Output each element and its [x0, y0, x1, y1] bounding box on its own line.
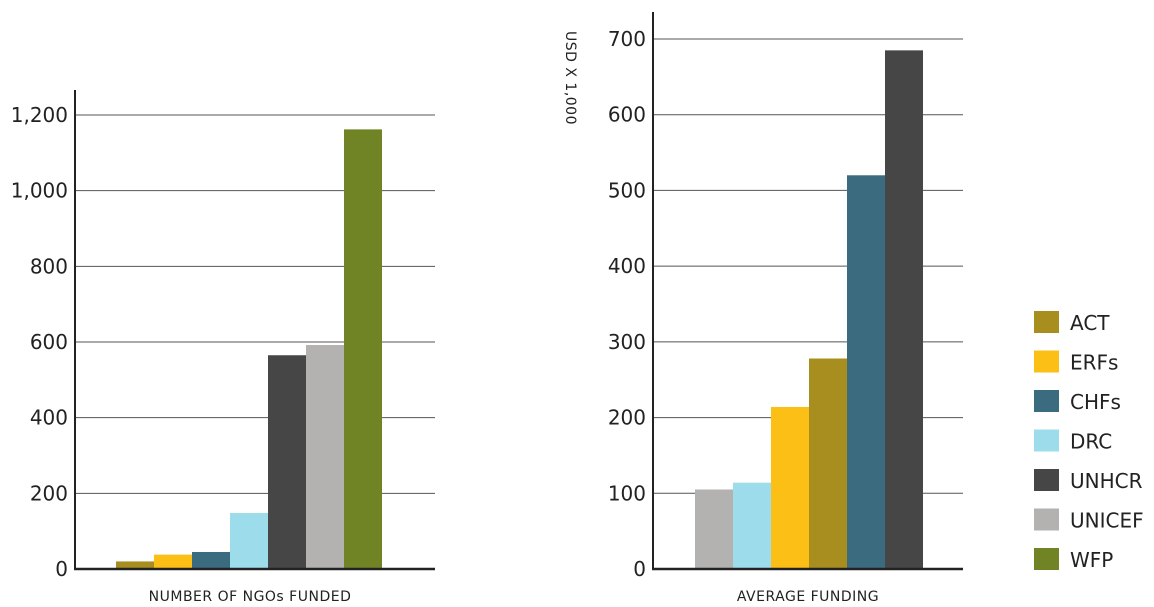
y-tick-label: 800 — [30, 254, 68, 278]
bar-unhcr — [885, 50, 923, 570]
bar-drc — [733, 482, 771, 569]
legend-swatch-unicef — [1034, 508, 1059, 531]
y-tick-label: 400 — [608, 254, 646, 278]
y-tick-label: 400 — [30, 406, 68, 430]
x-axis-label: AVERAGE FUNDING — [737, 589, 879, 605]
legend-swatch-chfs — [1034, 390, 1059, 412]
bar-erfs — [154, 554, 192, 569]
legend-swatch-drc — [1034, 429, 1059, 452]
bar-wfp — [344, 129, 382, 570]
legend-swatch-unhcr — [1034, 469, 1059, 491]
y-tick-label: 200 — [30, 481, 68, 505]
y-tick-label: 700 — [608, 27, 646, 51]
y-tick-label: 200 — [608, 406, 646, 430]
x-axis-label: NUMBER OF NGOs FUNDED — [149, 589, 352, 605]
bar-act — [809, 358, 847, 569]
legend-swatch-wfp — [1034, 548, 1059, 570]
bar-drc — [230, 513, 268, 569]
y-tick-label: 500 — [608, 178, 646, 202]
legend-label-unhcr: UNHCR — [1070, 469, 1143, 493]
legend-swatch-act — [1034, 311, 1059, 333]
bar-chfs — [847, 175, 885, 570]
bar-chfs — [192, 551, 230, 569]
bar-erfs — [771, 406, 809, 569]
y-tick-label: 100 — [608, 481, 646, 505]
legend-label-unicef: UNICEF — [1070, 509, 1144, 533]
y-tick-label: 1,200 — [11, 103, 68, 127]
bar-unicef — [695, 489, 733, 569]
legend-label-chfs: CHFs — [1070, 390, 1121, 414]
bar-unicef — [306, 345, 344, 569]
legend-label-wfp: WFP — [1070, 548, 1113, 572]
bar-act — [116, 561, 154, 569]
y-tick-label: 300 — [608, 330, 646, 354]
bar-unhcr — [268, 355, 306, 569]
y-tick-label: 600 — [30, 330, 68, 354]
legend-label-erfs: ERFs — [1070, 351, 1118, 375]
legend-label-act: ACT — [1070, 311, 1110, 335]
y-tick-label: 0 — [633, 557, 646, 581]
y-tick-label: 600 — [608, 103, 646, 127]
y-tick-label: 1,000 — [11, 179, 68, 203]
y-axis-label: USD X 1,000 — [562, 31, 578, 125]
legend-label-drc: DRC — [1070, 430, 1112, 454]
legend-swatch-erfs — [1034, 350, 1059, 373]
y-tick-label: 0 — [55, 557, 68, 581]
